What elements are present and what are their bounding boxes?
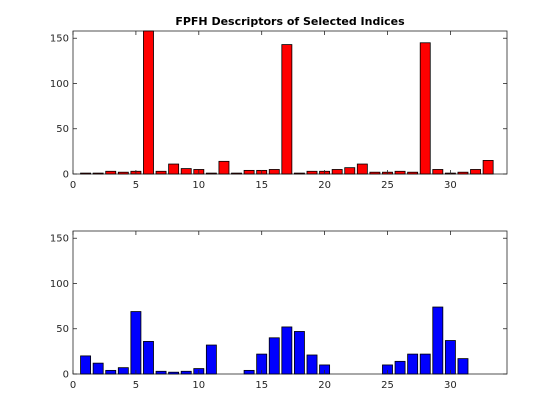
top-chart-panel: FPFH Descriptors of Selected Indices 0 5 1… <box>50 15 508 191</box>
bottom-y-tick-label: 150 <box>50 234 69 245</box>
bottom-bar-4 <box>117 367 129 375</box>
bottom-bar-28 <box>419 353 431 375</box>
top-bar-7 <box>155 170 167 175</box>
bottom-bar-11 <box>205 344 217 375</box>
top-bar-9 <box>180 168 192 175</box>
bottom-bar-19 <box>306 354 318 375</box>
bottom-bar-31 <box>457 358 469 375</box>
bottom-bar-14 <box>243 369 255 375</box>
bottom-bar-2 <box>92 362 104 375</box>
top-bar-4 <box>117 171 129 175</box>
top-bar-24 <box>369 171 381 175</box>
bottom-bar-8 <box>168 371 180 375</box>
bottom-bar-30 <box>444 340 456 375</box>
bottom-bar-1 <box>80 355 92 375</box>
bottom-x-tick-label: 30 <box>444 380 457 391</box>
bottom-x-tick-label: 0 <box>70 380 76 391</box>
top-x-tick-label: 30 <box>444 180 457 191</box>
top-bar-32 <box>470 169 481 175</box>
bottom-y-tick-label: 0 <box>63 370 69 381</box>
top-y-tick-label: 150 <box>50 34 69 45</box>
top-bar-31 <box>457 171 469 175</box>
top-bar-29 <box>432 169 444 175</box>
top-bar-16 <box>268 169 280 175</box>
top-bar-27 <box>407 171 419 175</box>
top-bar-23 <box>356 163 368 175</box>
top-bar-18 <box>293 172 305 175</box>
top-bar-3 <box>105 170 117 175</box>
top-bar-14 <box>243 169 255 175</box>
top-x-tick-label: 25 <box>381 180 394 191</box>
bottom-x-tick-label: 25 <box>381 380 394 391</box>
top-y-tick-label: 0 <box>63 170 69 181</box>
bottom-x-tick-label: 20 <box>318 380 331 391</box>
top-bar-26 <box>394 170 406 175</box>
top-bar-1 <box>80 172 92 175</box>
bottom-bar-5 <box>130 311 142 375</box>
top-y-tick-label: 50 <box>56 124 69 135</box>
top-bar-8 <box>168 163 180 175</box>
bottom-bar-26 <box>394 360 406 375</box>
bottom-x-tick-label: 10 <box>192 380 205 391</box>
top-x-tick-label: 10 <box>192 180 205 191</box>
top-bar-2 <box>92 172 104 175</box>
bottom-bar-9 <box>180 370 192 375</box>
top-y-tick-label: 100 <box>50 79 69 90</box>
top-bar-12 <box>218 160 230 175</box>
top-x-tick-label: 20 <box>318 180 331 191</box>
top-bar-19 <box>306 170 318 175</box>
bottom-bar-18 <box>293 331 305 375</box>
top-bar-28 <box>419 42 431 175</box>
bottom-bar-3 <box>105 369 117 375</box>
chart-title: FPFH Descriptors of Selected Indices <box>175 15 405 28</box>
top-bar-22 <box>344 167 356 175</box>
top-x-tick-label: 5 <box>133 180 139 191</box>
top-bar-17 <box>281 44 293 175</box>
bottom-bar-29 <box>432 306 444 375</box>
bottom-bar-6 <box>143 341 154 375</box>
top-bar-33 <box>482 160 494 175</box>
bottom-y-tick-label: 100 <box>50 279 69 290</box>
top-bar-13 <box>231 172 242 175</box>
top-x-tick-label: 15 <box>255 180 268 191</box>
bottom-bar-16 <box>268 337 280 375</box>
bottom-y-tick-label: 50 <box>56 324 69 335</box>
bottom-x-tick-label: 5 <box>133 380 139 391</box>
bottom-bar-17 <box>281 326 293 375</box>
bottom-bar-7 <box>155 370 167 375</box>
bottom-x-tick-label: 15 <box>255 380 268 391</box>
top-bar-6 <box>143 30 154 175</box>
bottom-bar-27 <box>407 353 419 375</box>
bottom-chart-panel: 0 5 10 15 20 25 30 0 50 100 150 <box>50 230 508 391</box>
top-x-tick-label: 0 <box>70 180 76 191</box>
top-bar-21 <box>331 169 343 175</box>
top-bar-11 <box>205 172 217 175</box>
